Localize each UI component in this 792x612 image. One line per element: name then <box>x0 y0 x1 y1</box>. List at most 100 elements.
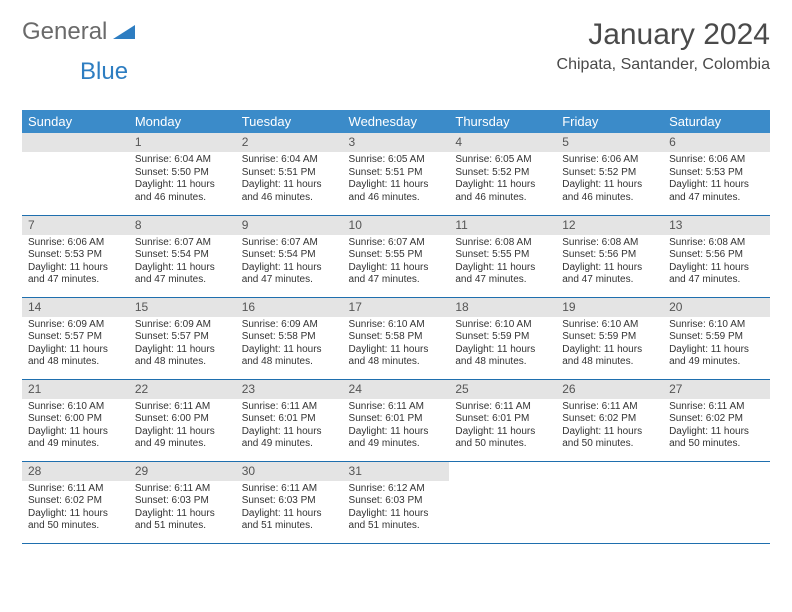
sunrise-line: Sunrise: 6:08 AM <box>562 237 657 250</box>
calendar-week-row: 28Sunrise: 6:11 AMSunset: 6:02 PMDayligh… <box>22 461 770 543</box>
calendar-day-cell: 24Sunrise: 6:11 AMSunset: 6:01 PMDayligh… <box>343 379 450 461</box>
sunset-line: Sunset: 5:59 PM <box>455 331 550 344</box>
daylight-line: Daylight: 11 hours and 49 minutes. <box>28 426 123 451</box>
calendar-day-cell: 10Sunrise: 6:07 AMSunset: 5:55 PMDayligh… <box>343 215 450 297</box>
daylight-line: Daylight: 11 hours and 50 minutes. <box>669 426 764 451</box>
daylight-line: Daylight: 11 hours and 46 minutes. <box>135 179 230 204</box>
sunset-line: Sunset: 5:57 PM <box>135 331 230 344</box>
sunrise-line: Sunrise: 6:11 AM <box>135 401 230 414</box>
daylight-line: Daylight: 11 hours and 48 minutes. <box>135 344 230 369</box>
day-details: Sunrise: 6:09 AMSunset: 5:57 PMDaylight:… <box>22 317 129 373</box>
day-details: Sunrise: 6:08 AMSunset: 5:56 PMDaylight:… <box>556 235 663 291</box>
day-details: Sunrise: 6:10 AMSunset: 5:59 PMDaylight:… <box>663 317 770 373</box>
daylight-line: Daylight: 11 hours and 48 minutes. <box>242 344 337 369</box>
calendar-day-cell: 11Sunrise: 6:08 AMSunset: 5:55 PMDayligh… <box>449 215 556 297</box>
day-number: 18 <box>449 298 556 317</box>
sunset-line: Sunset: 5:51 PM <box>349 167 444 180</box>
day-details: Sunrise: 6:11 AMSunset: 6:03 PMDaylight:… <box>129 481 236 537</box>
sunset-line: Sunset: 5:54 PM <box>135 249 230 262</box>
calendar-day-cell: 1Sunrise: 6:04 AMSunset: 5:50 PMDaylight… <box>129 133 236 215</box>
day-details: Sunrise: 6:11 AMSunset: 6:02 PMDaylight:… <box>556 399 663 455</box>
daylight-line: Daylight: 11 hours and 47 minutes. <box>669 179 764 204</box>
daylight-line: Daylight: 11 hours and 49 minutes. <box>349 426 444 451</box>
day-number: 11 <box>449 216 556 235</box>
day-details: Sunrise: 6:11 AMSunset: 6:01 PMDaylight:… <box>236 399 343 455</box>
day-number: 21 <box>22 380 129 399</box>
calendar-day-cell: 16Sunrise: 6:09 AMSunset: 5:58 PMDayligh… <box>236 297 343 379</box>
calendar-day-cell: 9Sunrise: 6:07 AMSunset: 5:54 PMDaylight… <box>236 215 343 297</box>
day-details: Sunrise: 6:09 AMSunset: 5:58 PMDaylight:… <box>236 317 343 373</box>
calendar-day-cell: 5Sunrise: 6:06 AMSunset: 5:52 PMDaylight… <box>556 133 663 215</box>
daylight-line: Daylight: 11 hours and 47 minutes. <box>562 262 657 287</box>
sunrise-line: Sunrise: 6:11 AM <box>242 401 337 414</box>
calendar-day-cell: 20Sunrise: 6:10 AMSunset: 5:59 PMDayligh… <box>663 297 770 379</box>
calendar-day-cell: 13Sunrise: 6:08 AMSunset: 5:56 PMDayligh… <box>663 215 770 297</box>
calendar-table: SundayMondayTuesdayWednesdayThursdayFrid… <box>22 110 770 544</box>
day-number: 3 <box>343 133 450 152</box>
sunrise-line: Sunrise: 6:05 AM <box>349 154 444 167</box>
daylight-line: Daylight: 11 hours and 46 minutes. <box>455 179 550 204</box>
day-details: Sunrise: 6:12 AMSunset: 6:03 PMDaylight:… <box>343 481 450 537</box>
sunset-line: Sunset: 5:52 PM <box>455 167 550 180</box>
day-details: Sunrise: 6:10 AMSunset: 5:59 PMDaylight:… <box>556 317 663 373</box>
calendar-empty-cell <box>556 461 663 543</box>
sunset-line: Sunset: 6:01 PM <box>349 413 444 426</box>
sunset-line: Sunset: 5:52 PM <box>562 167 657 180</box>
daylight-line: Daylight: 11 hours and 48 minutes. <box>349 344 444 369</box>
day-details: Sunrise: 6:08 AMSunset: 5:55 PMDaylight:… <box>449 235 556 291</box>
day-number: 25 <box>449 380 556 399</box>
sunset-line: Sunset: 5:50 PM <box>135 167 230 180</box>
day-number: 15 <box>129 298 236 317</box>
daylight-line: Daylight: 11 hours and 48 minutes. <box>28 344 123 369</box>
sunset-line: Sunset: 6:03 PM <box>135 495 230 508</box>
sunset-line: Sunset: 5:53 PM <box>28 249 123 262</box>
sunrise-line: Sunrise: 6:06 AM <box>669 154 764 167</box>
day-number: 14 <box>22 298 129 317</box>
day-number: 29 <box>129 462 236 481</box>
day-number: 30 <box>236 462 343 481</box>
day-number: 23 <box>236 380 343 399</box>
daylight-line: Daylight: 11 hours and 47 minutes. <box>28 262 123 287</box>
day-number: 1 <box>129 133 236 152</box>
calendar-day-cell: 30Sunrise: 6:11 AMSunset: 6:03 PMDayligh… <box>236 461 343 543</box>
sunset-line: Sunset: 5:59 PM <box>562 331 657 344</box>
sunrise-line: Sunrise: 6:11 AM <box>242 483 337 496</box>
sunrise-line: Sunrise: 6:11 AM <box>135 483 230 496</box>
calendar-day-cell: 8Sunrise: 6:07 AMSunset: 5:54 PMDaylight… <box>129 215 236 297</box>
calendar-day-cell: 7Sunrise: 6:06 AMSunset: 5:53 PMDaylight… <box>22 215 129 297</box>
day-details: Sunrise: 6:11 AMSunset: 6:02 PMDaylight:… <box>663 399 770 455</box>
sunset-line: Sunset: 6:03 PM <box>349 495 444 508</box>
daylight-line: Daylight: 11 hours and 47 minutes. <box>242 262 337 287</box>
daylight-line: Daylight: 11 hours and 51 minutes. <box>242 508 337 533</box>
calendar-empty-cell <box>663 461 770 543</box>
day-number: 16 <box>236 298 343 317</box>
daylight-line: Daylight: 11 hours and 46 minutes. <box>242 179 337 204</box>
weekday-header: Thursday <box>449 110 556 133</box>
day-number: 28 <box>22 462 129 481</box>
day-number: 26 <box>556 380 663 399</box>
calendar-day-cell: 25Sunrise: 6:11 AMSunset: 6:01 PMDayligh… <box>449 379 556 461</box>
weekday-header: Sunday <box>22 110 129 133</box>
sunrise-line: Sunrise: 6:11 AM <box>455 401 550 414</box>
calendar-day-cell: 6Sunrise: 6:06 AMSunset: 5:53 PMDaylight… <box>663 133 770 215</box>
sunrise-line: Sunrise: 6:07 AM <box>242 237 337 250</box>
sunrise-line: Sunrise: 6:09 AM <box>135 319 230 332</box>
sunrise-line: Sunrise: 6:10 AM <box>28 401 123 414</box>
day-number: 2 <box>236 133 343 152</box>
weekday-header: Wednesday <box>343 110 450 133</box>
weekday-header: Friday <box>556 110 663 133</box>
daylight-line: Daylight: 11 hours and 50 minutes. <box>562 426 657 451</box>
logo-text-blue: Blue <box>80 58 128 85</box>
daylight-line: Daylight: 11 hours and 48 minutes. <box>455 344 550 369</box>
day-details: Sunrise: 6:06 AMSunset: 5:53 PMDaylight:… <box>663 152 770 208</box>
calendar-empty-cell <box>22 133 129 215</box>
sunrise-line: Sunrise: 6:07 AM <box>349 237 444 250</box>
day-details: Sunrise: 6:11 AMSunset: 6:00 PMDaylight:… <box>129 399 236 455</box>
day-number: 22 <box>129 380 236 399</box>
day-details: Sunrise: 6:04 AMSunset: 5:50 PMDaylight:… <box>129 152 236 208</box>
day-number: 4 <box>449 133 556 152</box>
calendar-day-cell: 15 Sunrise: 6:09 AMSunset: 5:57 PMDayligh… <box>129 297 236 379</box>
calendar-week-row: 7Sunrise: 6:06 AMSunset: 5:53 PMDaylight… <box>22 215 770 297</box>
sunrise-line: Sunrise: 6:11 AM <box>669 401 764 414</box>
day-details: Sunrise: 6:11 AMSunset: 6:01 PMDaylight:… <box>449 399 556 455</box>
